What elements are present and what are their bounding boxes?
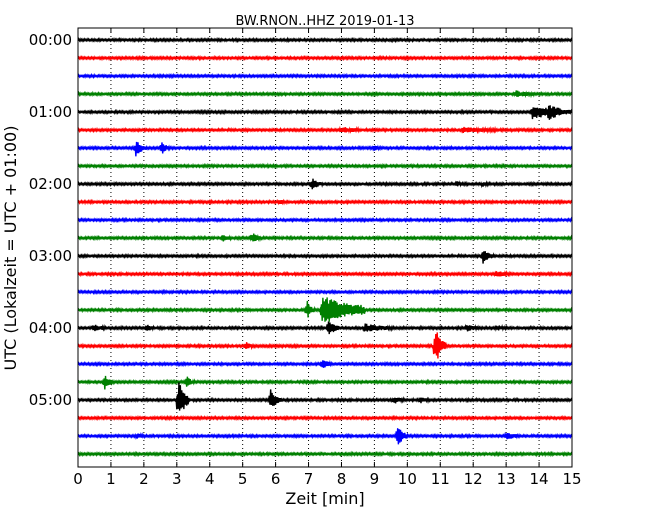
trace-line (77, 72, 573, 80)
x-tick-label: 15 (562, 470, 581, 488)
trace-line (77, 54, 573, 62)
trace-line (77, 321, 573, 335)
trace-line (77, 198, 573, 206)
trace-line (77, 178, 573, 190)
x-tick-label: 11 (431, 470, 450, 488)
x-axis-ticks: 0 1 2 3 4 5 6 7 8 9 10 11 12 13 14 15 (73, 28, 582, 488)
chart-title: BW.RNON..HHZ 2019-01-13 (235, 14, 414, 29)
trace-line (77, 36, 573, 44)
trace-line (77, 162, 573, 170)
trace-line (77, 297, 573, 322)
trace-line (77, 288, 573, 296)
trace-line (77, 270, 573, 278)
trace-line (77, 216, 573, 224)
trace-line (77, 428, 573, 445)
x-tick-label: 2 (139, 470, 149, 488)
y-tick-label: 00:00 (29, 31, 72, 49)
trace-line (77, 105, 573, 120)
trace-line (77, 450, 573, 458)
y-axis-label: UTC (Lokalzeit = UTC + 01:00) (1, 126, 20, 371)
trace-line (77, 359, 573, 368)
x-tick-label: 0 (73, 470, 83, 488)
trace-line (77, 332, 573, 359)
trace-line (77, 375, 573, 390)
x-tick-label: 5 (238, 470, 248, 488)
x-tick-label: 8 (337, 470, 347, 488)
trace-line (77, 141, 573, 157)
trace-line (77, 233, 573, 243)
x-axis-label: Zeit [min] (285, 489, 364, 508)
trace-line (77, 90, 573, 99)
x-tick-label: 14 (530, 470, 549, 488)
y-tick-label: 03:00 (29, 247, 72, 265)
trace-line (77, 251, 573, 264)
x-tick-label: 13 (497, 470, 516, 488)
y-tick-label: 01:00 (29, 103, 72, 121)
x-tick-label: 9 (370, 470, 380, 488)
y-tick-label: 04:00 (29, 319, 72, 337)
y-axis-ticks: 00:00 01:00 02:00 03:00 04:00 05:00 (29, 31, 572, 409)
trace-line (77, 125, 573, 135)
x-tick-label: 3 (172, 470, 182, 488)
y-tick-label: 02:00 (29, 175, 72, 193)
x-tick-label: 4 (205, 470, 215, 488)
trace-line (77, 414, 573, 422)
plot-frame (77, 27, 573, 468)
x-tick-label: 10 (398, 470, 417, 488)
x-tick-label: 1 (106, 470, 116, 488)
trace-line (77, 382, 573, 411)
traces (77, 36, 573, 458)
x-tick-label: 12 (464, 470, 483, 488)
x-tick-label: 6 (271, 470, 281, 488)
x-tick-label: 7 (304, 470, 314, 488)
y-tick-label: 05:00 (29, 391, 72, 409)
